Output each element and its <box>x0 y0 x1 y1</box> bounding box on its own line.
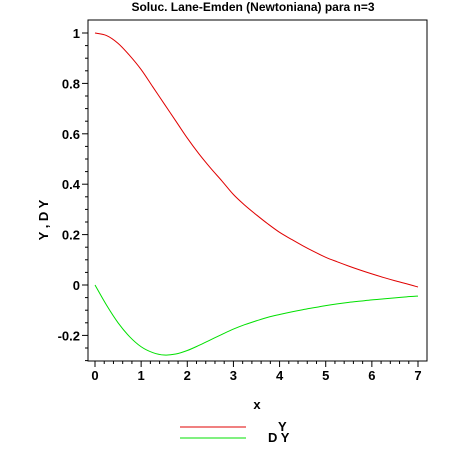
x-tick-label: 1 <box>138 368 145 383</box>
x-tick-label: 5 <box>322 368 329 383</box>
y-tick-label: 0.8 <box>62 76 80 91</box>
y-tick-label: 0.6 <box>62 127 80 142</box>
y-tick-label: -0.2 <box>58 328 80 343</box>
x-tick-label: 2 <box>184 368 191 383</box>
x-tick-label: 3 <box>230 368 237 383</box>
y-tick-label: 1 <box>73 26 80 41</box>
y-tick-label: 0.2 <box>62 228 80 243</box>
legend: YD Y <box>180 419 290 445</box>
series-line-y <box>94 32 419 288</box>
chart-title: Soluc. Lane-Emden (Newtoniana) para n=3 <box>131 0 374 14</box>
x-tick-label: 6 <box>368 368 375 383</box>
series-line-dy <box>94 284 419 356</box>
series-layer <box>94 32 419 356</box>
y-tick-label: 0.4 <box>62 177 81 192</box>
x-axis-label: x <box>253 397 261 412</box>
x-axis: 0 1 2 3 4 5 6 7 <box>91 361 422 383</box>
legend-label: D Y <box>268 430 290 445</box>
plot-area-frame <box>87 19 428 362</box>
y-tick-label: 0 <box>73 278 80 293</box>
legend-label: Y <box>278 419 287 434</box>
x-tick-label: 4 <box>276 368 284 383</box>
y-axis-label: Y , D Y <box>36 199 51 240</box>
y-axis: -0.2 0 0.2 0.4 0.6 0.8 1 <box>58 26 88 362</box>
x-tick-label: 0 <box>91 368 98 383</box>
x-tick-label: 7 <box>414 368 421 383</box>
